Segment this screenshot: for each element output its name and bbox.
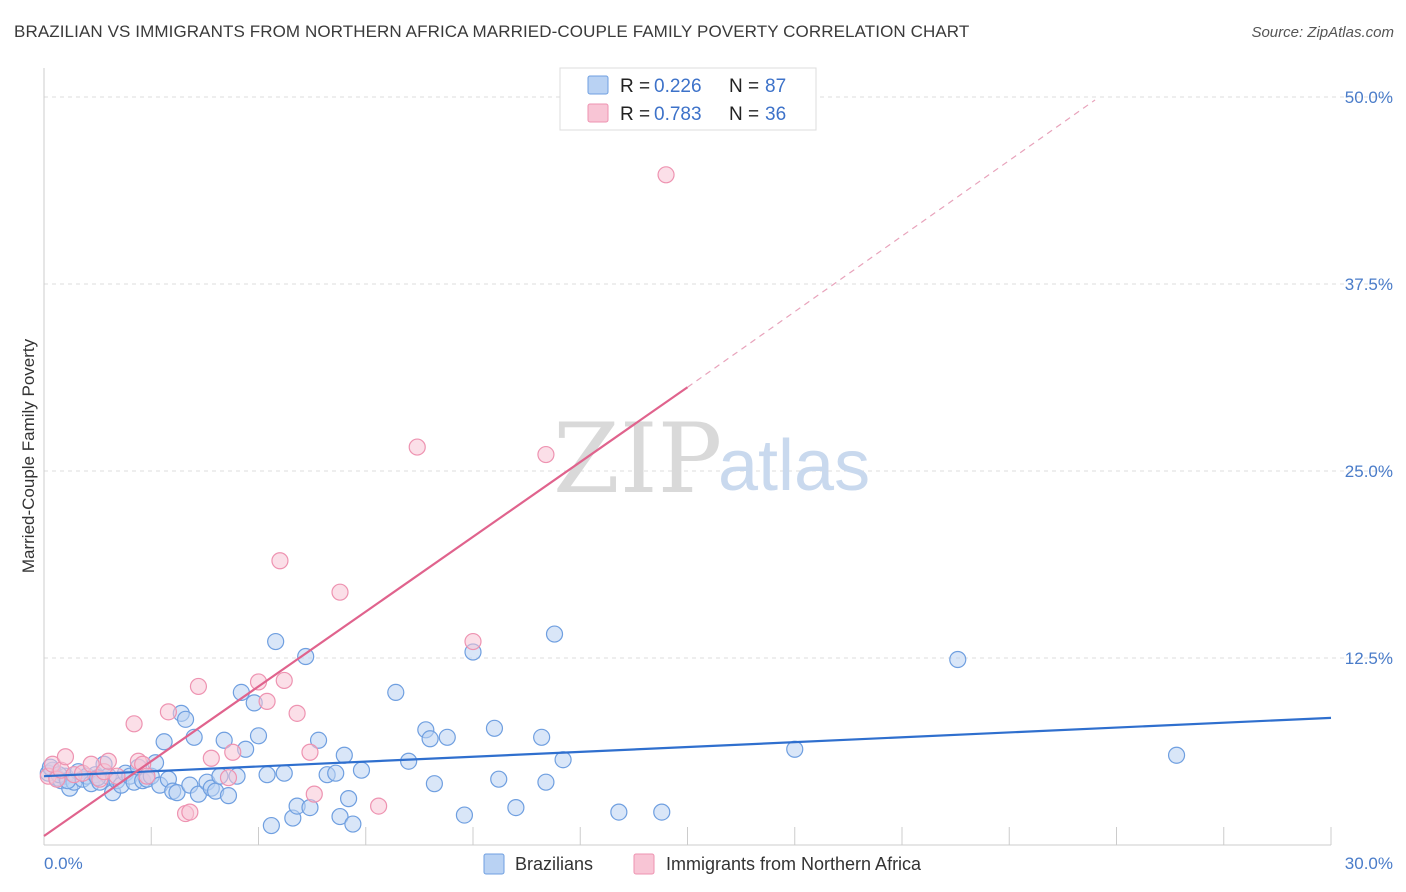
watermark-zip: ZIP — [553, 403, 722, 515]
immigrants-point — [159, 703, 178, 721]
axes — [43, 68, 1332, 846]
brazilians-point — [339, 790, 358, 808]
immigrants-point — [464, 632, 482, 651]
brazilians-point — [168, 784, 186, 802]
x-tick-labels: 0.0% 30.0% — [44, 854, 1393, 873]
legend-r-value: 0.226 — [654, 76, 702, 97]
immigrants-trend-extension — [687, 99, 1096, 388]
bottom-legend-swatch-immigrants — [633, 853, 655, 875]
x-tick-label: 30.0% — [1345, 854, 1393, 873]
immigrants-point — [331, 583, 349, 601]
legend-swatch-brazilians — [587, 75, 609, 95]
immigrants-point — [258, 692, 276, 710]
trend-lines — [43, 99, 1332, 837]
immigrants-point — [275, 671, 293, 690]
y-tick-labels: 12.5% 25.0% 37.5% 50.0% — [1345, 88, 1393, 668]
brazilians-point — [653, 803, 671, 821]
brazilians-point — [455, 806, 474, 824]
x-tick-label: 0.0% — [44, 854, 83, 873]
brazilians-trend-line — [43, 716, 1332, 778]
gridlines — [44, 96, 1394, 659]
legend-n-label: N = — [729, 76, 759, 97]
brazilians-point — [425, 775, 443, 793]
legend-r-label: R = — [620, 76, 650, 97]
brazilians-point — [331, 807, 349, 826]
immigrants-point — [288, 704, 306, 722]
brazilians-point — [327, 764, 345, 782]
immigrants-trend-line — [43, 386, 689, 837]
brazilians-point — [352, 761, 371, 779]
brazilians-point — [155, 733, 173, 751]
legend-n-value: 87 — [765, 76, 786, 97]
brazilians-point — [344, 815, 362, 833]
immigrants-point — [202, 749, 220, 767]
immigrants-point — [99, 752, 117, 770]
immigrants-point — [56, 748, 75, 766]
immigrants-point — [370, 797, 388, 815]
immigrants-point — [219, 769, 238, 787]
bottom-legend-label-brazilians: Brazilians — [515, 854, 593, 874]
brazilians-point — [400, 752, 418, 770]
brazilians-point — [262, 816, 280, 835]
brazilians-point — [554, 751, 572, 769]
immigrants-point — [657, 166, 675, 184]
watermark-atlas: atlas — [718, 426, 870, 506]
legend-n-value: 36 — [765, 104, 786, 125]
immigrants-point — [82, 755, 100, 773]
immigrants-point — [301, 743, 319, 761]
brazilians-point — [421, 730, 439, 748]
brazilians-point — [335, 746, 353, 764]
immigrants-point — [125, 715, 143, 733]
immigrants-point — [305, 785, 323, 803]
brazilians-point — [249, 727, 268, 745]
immigrants-point — [224, 743, 242, 761]
brazilians-point — [786, 740, 804, 758]
series-legend: Brazilians Immigrants from Northern Afri… — [483, 853, 922, 875]
brazilians-point — [1167, 746, 1186, 764]
immigrants-point — [408, 438, 426, 456]
brazilians-point — [507, 798, 525, 817]
legend-swatch-immigrants — [587, 103, 609, 123]
brazilians-point — [387, 683, 405, 702]
series-points — [39, 166, 1186, 835]
brazilians-point — [533, 728, 551, 746]
brazilians-point — [485, 719, 504, 737]
brazilians-point — [297, 647, 315, 666]
y-tick-label: 12.5% — [1345, 649, 1393, 668]
brazilians-point — [537, 773, 555, 791]
brazilians-point — [438, 728, 456, 746]
y-tick-label: 50.0% — [1345, 88, 1393, 107]
bottom-legend-swatch-brazilians — [483, 853, 505, 875]
immigrants-point — [271, 552, 289, 570]
watermark: ZIP atlas — [553, 403, 870, 515]
brazilians-point — [275, 764, 293, 782]
immigrants-point — [181, 803, 199, 821]
legend-n-label: N = — [729, 104, 759, 125]
legend-r-label: R = — [620, 104, 650, 125]
brazilians-point — [176, 710, 195, 728]
immigrants-point — [537, 445, 555, 464]
brazilians-point — [267, 632, 285, 651]
brazilians-point — [258, 766, 276, 784]
bottom-legend-label-immigrants: Immigrants from Northern Africa — [666, 854, 922, 874]
brazilians-point — [215, 731, 233, 749]
y-axis-title: Married-Couple Family Poverty — [19, 338, 38, 573]
legend-r-value: 0.783 — [654, 104, 702, 125]
y-tick-label: 25.0% — [1345, 462, 1393, 481]
brazilians-point — [545, 625, 564, 643]
brazilians-point — [219, 787, 238, 805]
brazilians-point — [309, 731, 328, 749]
source-label: Source: ZipAtlas.com — [1251, 24, 1394, 41]
chart-title: BRAZILIAN VS IMMIGRANTS FROM NORTHERN AF… — [14, 22, 970, 41]
immigrants-point — [189, 677, 208, 696]
stats-legend: R = 0.226 N = 87 R = 0.783 N = 36 — [559, 67, 817, 131]
brazilians-point — [490, 770, 508, 788]
brazilians-point — [610, 803, 628, 821]
y-tick-label: 37.5% — [1345, 275, 1393, 294]
brazilians-point — [949, 650, 967, 669]
